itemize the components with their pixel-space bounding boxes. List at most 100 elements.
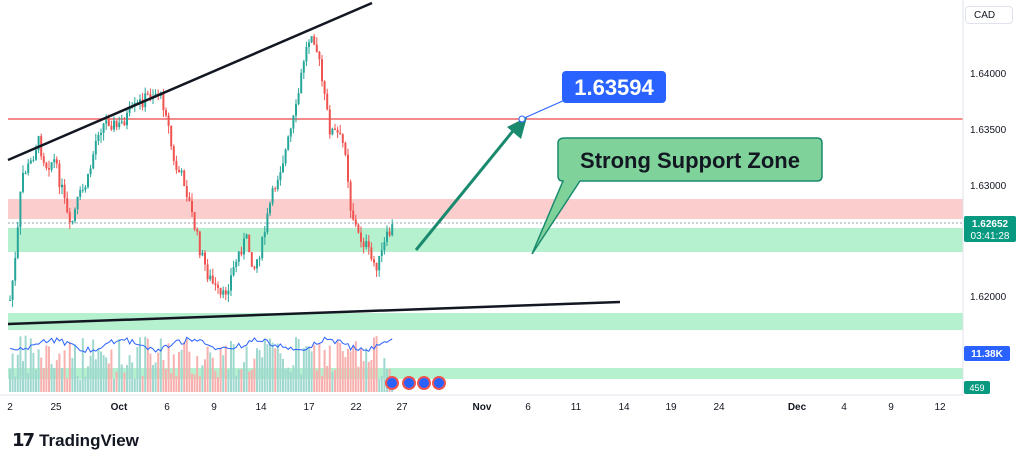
volume-bar <box>323 349 326 392</box>
candle-body <box>97 135 100 141</box>
lower-trendline[interactable] <box>7 300 621 326</box>
candle-body <box>315 44 318 52</box>
support-zone <box>8 228 963 252</box>
volume-bar <box>341 351 344 392</box>
candle-body <box>274 188 277 190</box>
support-callout-box[interactable] <box>531 137 823 255</box>
x-tick-label: 25 <box>50 402 62 413</box>
candle-body <box>191 200 193 213</box>
volume-bar <box>183 342 186 392</box>
volume-bar <box>336 340 339 392</box>
x-tick-label: 4 <box>841 402 847 413</box>
volume-bar <box>313 344 316 392</box>
volume-bar <box>87 366 89 392</box>
candle-body <box>344 142 347 155</box>
candle-body <box>183 170 186 187</box>
target-label: 1.63594 <box>574 75 654 100</box>
upper-trendline[interactable] <box>7 1 373 162</box>
candle-body <box>149 94 152 100</box>
candle-body <box>248 234 251 253</box>
candle-body <box>243 238 245 255</box>
volume-bar <box>159 338 162 392</box>
candle-body <box>146 93 149 95</box>
volume-bar <box>300 374 303 392</box>
volume-bar <box>11 353 14 392</box>
candle-body <box>245 234 248 239</box>
current-price-value: 1.62652 <box>972 219 1009 230</box>
candle-body <box>126 112 128 126</box>
volume-bar <box>146 338 149 392</box>
x-tick-label: 6 <box>164 402 170 413</box>
volume-bar <box>373 337 375 392</box>
volume-bar <box>180 349 183 392</box>
volume-bar <box>367 361 370 392</box>
volume-moving-average <box>9 336 393 353</box>
volume-bar <box>131 362 134 392</box>
price-axis[interactable]: 1.64000 1.63500 1.63000 1.62000 <box>970 69 1007 303</box>
volume-bar <box>29 338 32 392</box>
volume-bar <box>339 342 342 392</box>
candle-body <box>100 132 102 136</box>
candle-body <box>162 92 165 111</box>
volume-bars <box>9 335 394 392</box>
volume-bar <box>250 369 253 392</box>
volume-bar <box>16 354 19 392</box>
candle-body <box>206 264 209 280</box>
volume-bar <box>97 348 100 392</box>
volume-bar <box>61 368 63 392</box>
candle-body <box>253 266 256 269</box>
candle-body <box>32 159 35 161</box>
tradingview-logo[interactable]: 17 TradingView <box>12 430 139 451</box>
candle-body <box>14 257 17 281</box>
volume-bar <box>326 366 329 392</box>
volume-bar <box>295 337 297 392</box>
volume-bar <box>256 348 258 392</box>
volume-bar <box>100 351 102 392</box>
candle-body <box>24 172 27 174</box>
volume-bar <box>110 349 113 392</box>
volume-bar <box>263 339 266 392</box>
volume-bar <box>232 344 235 392</box>
candle-body <box>214 283 217 286</box>
volume-bar <box>284 368 287 392</box>
volume-bar <box>279 353 282 392</box>
volume-bar <box>89 355 92 392</box>
candle-body <box>295 104 297 116</box>
candle-body <box>334 128 336 130</box>
event-markers[interactable] <box>385 376 446 390</box>
volume-bar <box>35 369 37 392</box>
volume-bar <box>58 353 61 392</box>
candle-body <box>240 251 243 255</box>
candle-body <box>55 159 58 164</box>
volume-bar <box>235 375 238 392</box>
volume-bar <box>380 375 383 392</box>
candle-body <box>310 36 313 43</box>
candle-body <box>367 241 370 248</box>
candle-body <box>349 181 352 211</box>
volume-bar <box>258 350 261 392</box>
currency-label[interactable]: CAD <box>965 6 1013 24</box>
volume-bar <box>331 371 334 392</box>
volume-zone <box>8 368 963 379</box>
candle-body <box>123 121 126 126</box>
volume-bar <box>370 359 373 392</box>
x-tick-label: 14 <box>618 402 630 413</box>
volume-bar <box>282 358 284 392</box>
candle-body <box>94 140 97 155</box>
volume-bar <box>310 351 313 392</box>
volume-bar <box>55 360 58 392</box>
candle-body <box>170 125 173 147</box>
time-axis[interactable]: 2 25 Oct 6 9 14 17 22 27 Nov 6 11 14 19 24 Dec 4 9 12 <box>7 402 946 413</box>
volume-bar <box>141 376 144 392</box>
target-label-box[interactable] <box>562 71 666 103</box>
volume-bar <box>198 376 201 392</box>
volume-bar <box>287 367 290 392</box>
volume-bar <box>378 378 381 392</box>
volume-bar <box>167 343 170 392</box>
volume-bar <box>230 340 232 392</box>
volume-bar <box>222 355 225 392</box>
candle-body <box>27 163 30 173</box>
volume-bar <box>302 347 305 392</box>
volume-bar <box>209 352 212 392</box>
